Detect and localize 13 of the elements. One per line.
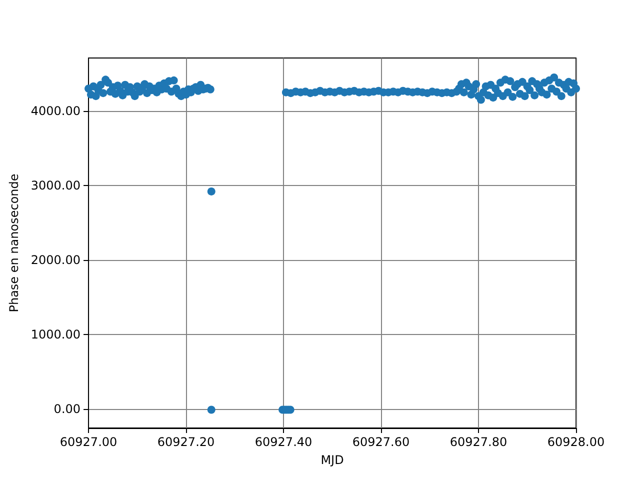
x-axis-title: MJD [320, 453, 344, 467]
y-tick-label: 3000.00 [30, 178, 81, 192]
y-tick-label: 1000.00 [30, 327, 81, 342]
x-tick-label: 60928.00 [547, 435, 605, 449]
y-tick-label: 4000.00 [30, 104, 81, 118]
y-axis-title: Phase en nanoseconde [7, 174, 21, 312]
x-tick-label: 60927.60 [352, 435, 410, 449]
x-tick-label: 60927.80 [450, 435, 508, 449]
x-tick-label: 60927.20 [157, 435, 215, 449]
y-tick-label: 0.00 [54, 402, 81, 416]
x-tick-label: 60927.40 [254, 435, 312, 449]
y-tick-label: 2000.00 [30, 252, 81, 267]
x-tick-label: 60927.00 [60, 435, 118, 449]
